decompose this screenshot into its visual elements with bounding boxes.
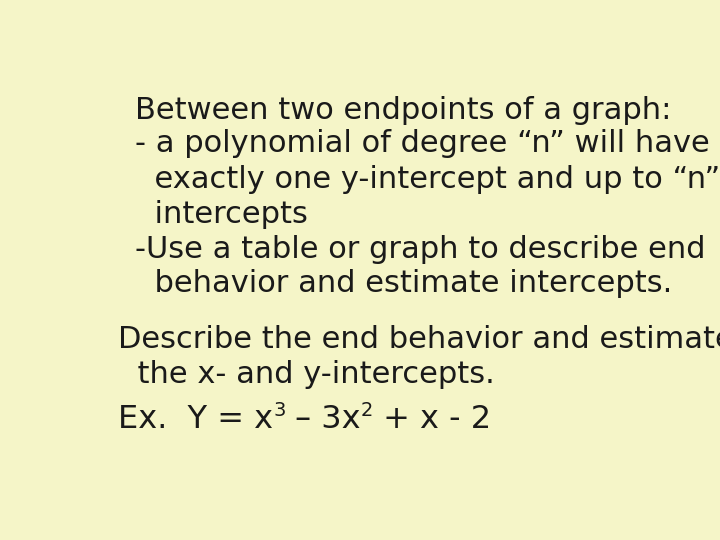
Text: Between two endpoints of a graph:: Between two endpoints of a graph: [135, 96, 671, 125]
Text: exactly one y-intercept and up to “n” x-: exactly one y-intercept and up to “n” x- [135, 165, 720, 194]
Text: + x - 2: + x - 2 [374, 404, 492, 435]
Text: the x- and y-intercepts.: the x- and y-intercepts. [118, 360, 495, 389]
Text: intercepts: intercepts [135, 200, 307, 229]
Text: – 3x: – 3x [285, 404, 361, 435]
Text: behavior and estimate intercepts.: behavior and estimate intercepts. [135, 268, 672, 298]
Text: - a polynomial of degree “n” will have: - a polynomial of degree “n” will have [135, 129, 709, 158]
Text: 3: 3 [273, 401, 285, 420]
Text: Describe the end behavior and estimate: Describe the end behavior and estimate [118, 325, 720, 354]
Text: 2: 2 [361, 401, 374, 420]
Text: Ex.  Y = x: Ex. Y = x [118, 404, 273, 435]
Text: -Use a table or graph to describe end: -Use a table or graph to describe end [135, 235, 705, 264]
